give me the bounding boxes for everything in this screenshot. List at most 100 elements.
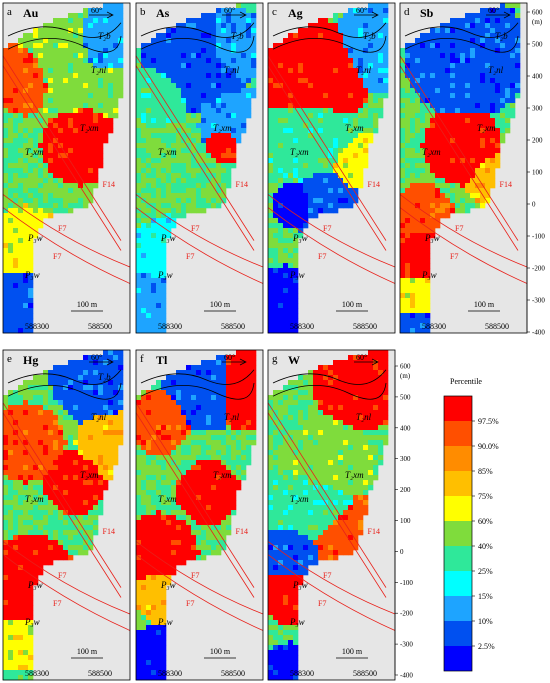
field-cell	[88, 485, 94, 491]
field-cell	[221, 168, 227, 174]
field-cell	[141, 68, 147, 74]
field-cell	[146, 288, 152, 294]
field-cell	[460, 48, 466, 54]
field-cell	[141, 233, 147, 239]
field-cell	[251, 73, 257, 79]
field-cell	[480, 33, 486, 39]
field-cell	[181, 88, 187, 94]
field-cell	[450, 188, 456, 194]
field-cell	[146, 153, 152, 159]
field-cell	[450, 138, 456, 144]
field-cell	[273, 173, 279, 179]
field-cell	[435, 208, 441, 214]
field-cell	[425, 228, 431, 234]
field-cell	[430, 138, 436, 144]
field-cell	[490, 168, 496, 174]
field-cell	[480, 93, 486, 99]
field-cell	[430, 208, 436, 214]
field-cell	[323, 23, 329, 29]
field-cell	[368, 53, 374, 59]
field-cell	[313, 118, 319, 124]
field-cell	[293, 158, 299, 164]
field-cell	[43, 123, 49, 129]
field-cell	[73, 490, 79, 496]
field-cell	[303, 153, 309, 159]
field-cell	[241, 3, 247, 9]
field-cell	[338, 168, 344, 174]
field-cell	[353, 183, 359, 189]
field-cell	[378, 8, 384, 14]
field-cell	[353, 108, 359, 114]
field-cell	[83, 510, 89, 516]
field-cell	[166, 53, 172, 59]
field-cell	[308, 138, 314, 144]
field-cell	[176, 138, 182, 144]
field-cell	[333, 28, 339, 34]
field-cell	[211, 148, 217, 154]
field-cell	[48, 63, 54, 69]
field-cell	[78, 545, 84, 551]
field-cell	[410, 133, 416, 139]
field-cell	[33, 565, 39, 571]
field-cell	[23, 585, 29, 591]
field-cell	[241, 98, 247, 104]
field-cell	[176, 48, 182, 54]
field-cell	[108, 103, 114, 109]
field-cell	[118, 58, 124, 64]
field-cell	[273, 168, 279, 174]
field-cell	[73, 455, 79, 461]
field-cell	[241, 38, 247, 44]
field-cell	[425, 273, 431, 279]
field-cell	[161, 133, 167, 139]
field-cell	[58, 555, 64, 561]
field-cell	[445, 178, 451, 184]
field-cell	[58, 23, 64, 29]
field-cell	[283, 73, 289, 79]
field-cell	[420, 193, 426, 199]
field-cell	[43, 390, 49, 396]
field-cell	[63, 63, 69, 69]
field-cell	[410, 128, 416, 134]
field-cell	[78, 420, 84, 426]
field-cell	[33, 440, 39, 446]
field-cell	[288, 43, 294, 49]
field-cell	[323, 173, 329, 179]
field-cell	[38, 88, 44, 94]
field-cell	[58, 73, 64, 79]
field-cell	[490, 113, 496, 119]
field-cell	[348, 138, 354, 144]
field-cell	[333, 208, 339, 214]
percentile-field	[3, 350, 124, 681]
field-cell	[450, 198, 456, 204]
field-cell	[293, 303, 299, 309]
field-cell	[88, 425, 94, 431]
field-cell	[58, 405, 64, 411]
field-cell	[368, 88, 374, 94]
field-cell	[226, 83, 232, 89]
field-cell	[13, 253, 19, 259]
field-cell	[328, 38, 334, 44]
field-cell	[236, 103, 242, 109]
field-cell	[278, 268, 284, 274]
field-cell	[53, 118, 59, 124]
field-cell	[221, 8, 227, 14]
field-cell	[13, 173, 19, 179]
field-cell	[13, 480, 19, 486]
panel-letter: d	[404, 6, 410, 18]
field-cell	[98, 355, 104, 361]
field-cell	[88, 440, 94, 446]
field-cell	[373, 103, 379, 109]
field-cell	[33, 385, 39, 391]
field-cell	[211, 198, 217, 204]
field-cell	[293, 68, 299, 74]
field-cell	[216, 38, 222, 44]
field-cell	[480, 63, 486, 69]
field-cell	[68, 153, 74, 159]
field-cell	[288, 78, 294, 84]
field-cell	[201, 58, 207, 64]
fault-f7-line	[2, 194, 131, 268]
field-cell	[43, 395, 49, 401]
field-cell	[435, 183, 441, 189]
field-cell	[216, 118, 222, 124]
field-cell	[78, 103, 84, 109]
